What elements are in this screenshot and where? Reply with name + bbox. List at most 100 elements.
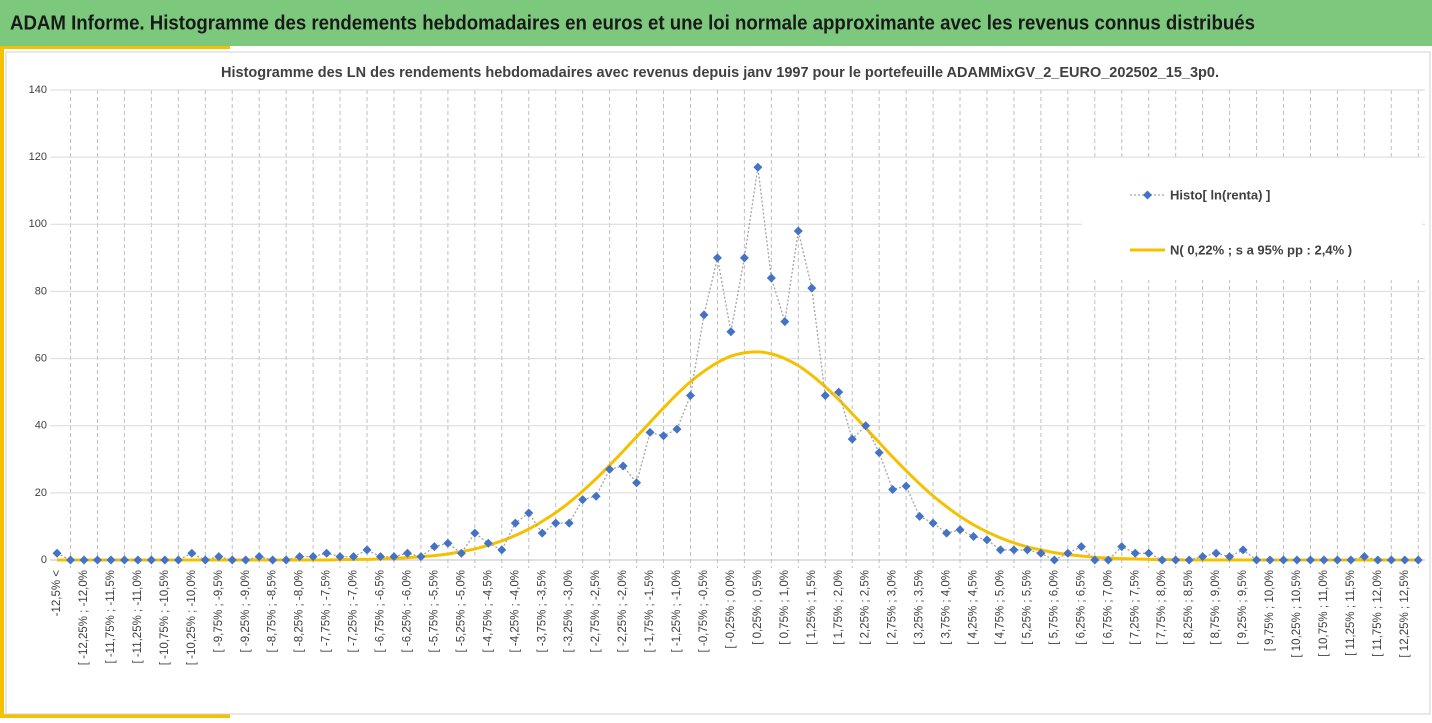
histogram-marker xyxy=(79,555,89,565)
histogram-marker xyxy=(685,391,695,400)
histogram-marker xyxy=(1022,545,1032,555)
histogram-marker xyxy=(995,545,1005,555)
x-tick-label: [ -6,75% ; -6,5% xyxy=(375,570,387,652)
x-tick-label: [ -0,25% ; 0,0% xyxy=(725,570,737,649)
x-tick-label: [ 10,25% ; 10,5% xyxy=(1291,570,1303,658)
x-tick-label: [ 4,75% ; 5,0% xyxy=(994,570,1006,645)
histogram-marker xyxy=(820,391,830,400)
histogram-marker xyxy=(1144,548,1154,558)
histogram-marker xyxy=(1049,555,1059,565)
histogram-marker xyxy=(389,552,399,562)
histogram-marker xyxy=(1090,555,1100,565)
x-tick-label: [ -4,75% ; -4,5% xyxy=(482,570,494,652)
histogram-marker xyxy=(847,434,857,444)
histogram-marker xyxy=(672,424,682,434)
x-tick-label: [ 2,25% ; 2,5% xyxy=(860,570,872,645)
x-tick-label: [ -10,75% ; -10,5% xyxy=(159,570,171,665)
histogram-marker xyxy=(928,518,938,528)
histogram-marker xyxy=(510,518,520,528)
histogram-marker xyxy=(1036,548,1046,558)
histogram-marker xyxy=(1305,555,1315,565)
x-tick-label: [ 1,75% ; 2,0% xyxy=(833,570,845,645)
histogram-marker xyxy=(1130,548,1140,558)
page-title: ADAM Informe. Histogramme des rendements… xyxy=(10,12,1255,34)
histogram-marker xyxy=(416,552,426,562)
x-tick-label: [ 1,25% ; 1,5% xyxy=(806,570,818,645)
x-tick-label: [ 11,25% ; 11,5% xyxy=(1345,570,1357,656)
histogram-marker xyxy=(551,518,561,528)
histogram-marker xyxy=(901,481,911,491)
histogram-marker xyxy=(1103,555,1113,565)
histogram-marker xyxy=(214,552,224,562)
x-tick-label: [ -8,75% ; -8,5% xyxy=(267,570,279,652)
banner xyxy=(0,0,1432,46)
x-tick-label: [ 7,75% ; 8,0% xyxy=(1156,570,1168,645)
histogram-marker xyxy=(483,538,493,548)
histogram-marker xyxy=(888,485,898,494)
x-tick-label: [ -11,75% ; -11,5% xyxy=(105,570,117,664)
x-tick-label: [ 3,75% ; 4,0% xyxy=(941,570,953,645)
histogram-marker xyxy=(591,491,601,501)
x-tick-label: [ -1,75% ; -1,5% xyxy=(644,570,656,652)
histogram-marker xyxy=(578,495,588,505)
x-tick-label: [ -2,25% ; -2,0% xyxy=(617,570,629,652)
accent-left xyxy=(0,46,4,718)
histogram-marker xyxy=(200,555,210,565)
x-tick-label: [ -9,75% ; -9,5% xyxy=(213,570,225,652)
histogram-marker xyxy=(119,555,129,565)
y-tick-label: 60 xyxy=(35,352,47,364)
histogram-marker xyxy=(564,518,574,528)
histogram-marker xyxy=(497,545,507,555)
x-tick-label: [ -6,25% ; -6,0% xyxy=(401,570,413,652)
histogram-marker xyxy=(349,552,359,562)
x-tick-label: [ 0,25% ; 0,5% xyxy=(752,570,764,645)
x-tick-label: [ 9,25% ; 9,5% xyxy=(1237,570,1249,645)
histogram-marker xyxy=(874,448,884,458)
histogram-marker xyxy=(969,532,979,541)
histogram-marker xyxy=(645,427,655,437)
histogram-marker xyxy=(1252,555,1262,565)
x-tick-label: [ -8,25% ; -8,0% xyxy=(294,570,306,652)
histogram-marker xyxy=(322,548,332,558)
histogram-marker xyxy=(1157,555,1167,565)
histogram-marker xyxy=(942,528,952,538)
histogram-marker xyxy=(308,552,318,562)
histogram-marker xyxy=(1292,555,1302,565)
x-tick-label: [ 8,25% ; 8,5% xyxy=(1183,570,1195,645)
histogram-marker xyxy=(375,552,385,562)
y-tick-label: 40 xyxy=(35,420,47,432)
histogram-marker xyxy=(524,508,534,518)
x-tick-label: [ -3,25% ; -3,0% xyxy=(563,570,575,652)
histogram-marker xyxy=(739,253,749,263)
x-tick-label: [ 5,75% ; 6,0% xyxy=(1048,570,1060,645)
histogram-marker xyxy=(106,555,116,565)
histogram-marker xyxy=(780,317,790,327)
histogram-marker xyxy=(429,542,439,552)
histogram-marker xyxy=(632,478,642,488)
histogram-marker xyxy=(254,552,264,562)
y-tick-label: 80 xyxy=(35,285,47,297)
histogram-marker xyxy=(1171,555,1181,565)
x-tick-label: [ 6,25% ; 6,5% xyxy=(1075,570,1087,645)
histogram-marker xyxy=(699,310,709,320)
histogram-marker xyxy=(1211,548,1221,558)
histogram-marker xyxy=(1373,555,1383,565)
histogram-marker xyxy=(268,555,278,565)
accent-top xyxy=(0,46,230,49)
x-tick-label: [ 4,25% ; 4,5% xyxy=(968,570,980,645)
x-tick-label: [ 7,25% ; 7,5% xyxy=(1129,570,1141,645)
histogram-marker xyxy=(1117,542,1127,552)
histogram-marker xyxy=(618,461,628,471)
histogram-marker xyxy=(1009,545,1019,555)
histogram-marker xyxy=(335,552,345,562)
histogram-marker xyxy=(766,273,776,283)
histogram-marker xyxy=(1238,545,1248,555)
x-tick-label: [ 12,25% ; 12,5% xyxy=(1399,570,1411,658)
histogram-marker xyxy=(52,548,62,558)
histogram-marker xyxy=(402,548,412,558)
histogram-marker xyxy=(160,555,170,565)
histogram-marker xyxy=(66,555,76,565)
x-tick-label: [ 2,75% ; 3,0% xyxy=(887,570,899,645)
histogram-marker xyxy=(712,253,722,263)
histogram-marker xyxy=(537,528,547,538)
